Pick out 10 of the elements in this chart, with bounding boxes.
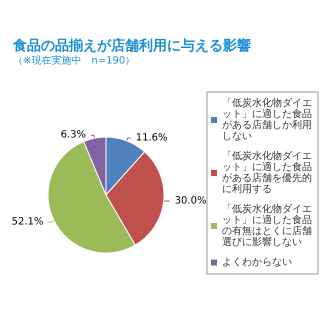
legend-label: 「低炭水化物ダイエット」に適した食品の有無はとくに店舗選びに影響しない (222, 203, 312, 248)
chart-title: 食品の品揃えが店舗利用に与える影響 (12, 37, 251, 54)
legend-label: よくわからない (222, 257, 292, 268)
legend-label: 「低炭水化物ダイエット」に適した食品がある店舗を優先的に利用する (222, 150, 312, 195)
data-label: 6.3% (60, 130, 86, 141)
data-label: 11.6% (136, 132, 168, 144)
data-label: 30.0% (174, 196, 206, 207)
chart-subtitle: （※現在実施中 n=190） (13, 54, 136, 66)
legend-label: 「低炭水化物ダイエット」に適した食品がある店舗しか利用しない (222, 97, 312, 142)
data-label: 52.1% (12, 216, 44, 228)
